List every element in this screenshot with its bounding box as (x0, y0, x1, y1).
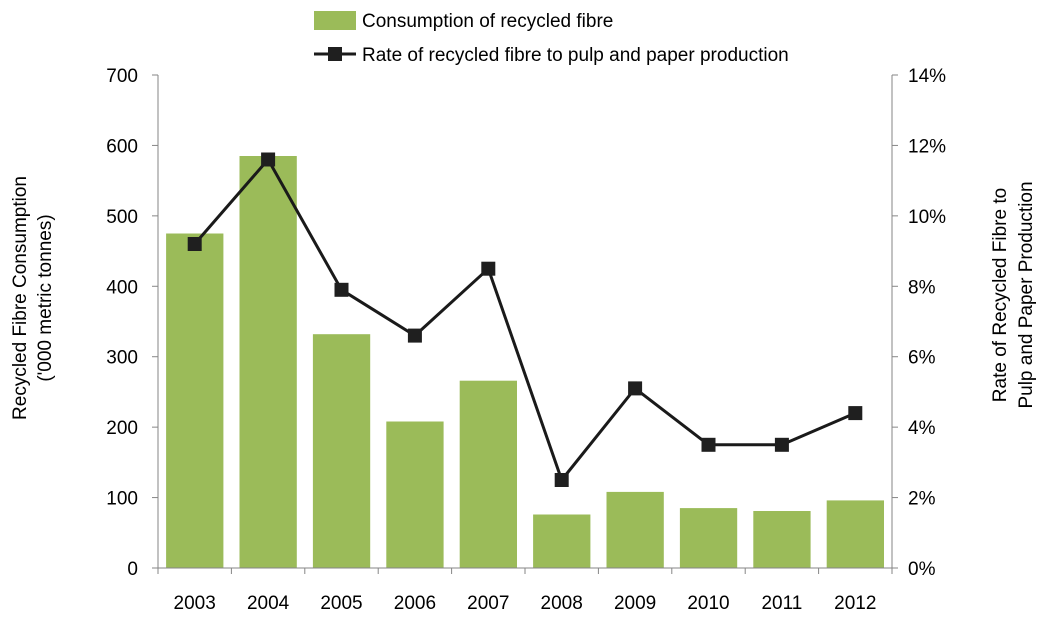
tick-marks (152, 74, 898, 574)
y-tick-label-right-0pct: 0% (908, 559, 936, 580)
y-tick-label-left-100: 100 (106, 489, 138, 510)
y-tick-label-right-2pct: 2% (908, 489, 936, 510)
y-tick-label-left-300: 300 (106, 348, 138, 369)
legend-label-bar: Consumption of recycled fibre (362, 11, 613, 32)
rate-marker-2010 (701, 437, 716, 452)
x-tick-label-2008: 2008 (541, 593, 583, 614)
y-tick-label-right-14pct: 14% (908, 66, 946, 87)
bar-2011 (753, 511, 811, 568)
x-tick-label-2012: 2012 (834, 593, 876, 614)
rate-marker-2011 (774, 437, 789, 452)
y-axis-title-right-line2: Pulp and Paper Production (1016, 181, 1037, 408)
bar-2005 (312, 334, 371, 568)
rate-marker-2012 (848, 406, 863, 421)
bar-2009 (606, 491, 664, 568)
y-tick-label-left-0: 0 (127, 559, 138, 580)
y-tick-label-right-8pct: 8% (908, 277, 936, 298)
legend-label-line: Rate of recycled fibre to pulp and paper… (362, 45, 789, 66)
y-tick-label-left-200: 200 (106, 418, 138, 439)
tick-labels: 0 100 200 300 400 500 600 700 0% 2% 4% 6% 8% 10% 12% 14… (106, 66, 946, 614)
y-tick-label-right-12pct: 12% (908, 136, 946, 157)
legend-swatch-bar (314, 11, 356, 30)
y-tick-label-left-400: 400 (106, 277, 138, 298)
x-tick-label-2010: 2010 (687, 593, 729, 614)
rate-marker-2004 (261, 152, 276, 167)
rate-marker-2007 (481, 261, 496, 276)
bar-2003 (166, 233, 224, 568)
x-tick-label-2005: 2005 (320, 593, 362, 614)
y-tick-label-right-4pct: 4% (908, 418, 936, 439)
x-tick-label-2004: 2004 (247, 593, 290, 614)
rate-marker-2005 (334, 282, 349, 297)
bar-2004 (239, 156, 297, 568)
y-tick-label-left-700: 700 (106, 66, 138, 87)
bar-2006 (386, 421, 444, 568)
x-tick-label-2009: 2009 (614, 593, 656, 614)
y-axis-title-left-line1: Recycled Fibre Consumption (10, 176, 31, 420)
y-axis-title-right-line1: Rate of Recycled Fibre to (990, 188, 1011, 402)
y-axis-title-left-line2: ('000 metric tonnes) (35, 214, 56, 381)
bar-2007 (459, 380, 517, 568)
rate-marker-2008 (554, 473, 569, 487)
y-tick-label-left-600: 600 (106, 136, 138, 157)
bar-2010 (679, 508, 738, 568)
rate-marker-2009 (628, 381, 643, 396)
legend-swatch-marker (328, 47, 342, 61)
bar-series (166, 156, 884, 568)
x-tick-label-2007: 2007 (467, 593, 509, 614)
line-series (187, 152, 863, 487)
y-tick-label-right-10pct: 10% (908, 207, 946, 228)
legend: Consumption of recycled fibre Rate of re… (314, 11, 789, 66)
bar-2012 (826, 500, 884, 568)
rate-line (193, 158, 856, 482)
rate-marker-2006 (407, 328, 422, 343)
rate-marker-2003 (187, 237, 202, 251)
y-tick-label-right-6pct: 6% (908, 348, 936, 369)
x-tick-label-2006: 2006 (394, 593, 436, 614)
y-tick-label-left-500: 500 (106, 207, 138, 228)
x-tick-label-2003: 2003 (174, 593, 216, 614)
bar-2008 (533, 514, 591, 568)
x-tick-label-2011: 2011 (761, 593, 802, 614)
